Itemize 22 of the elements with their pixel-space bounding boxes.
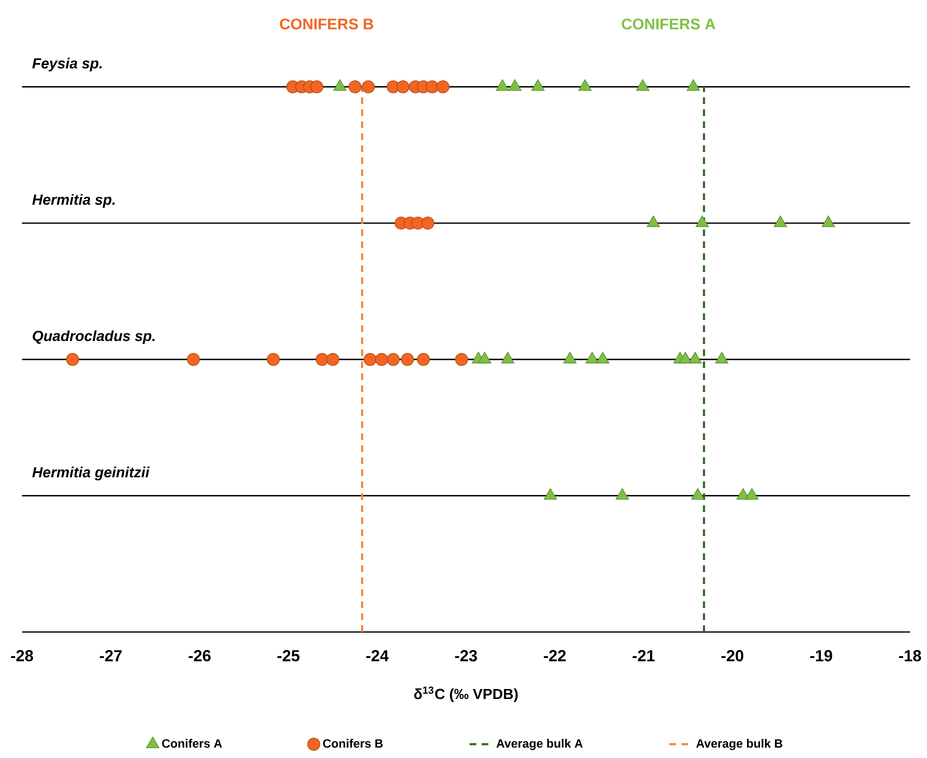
x-tick-label: -18 <box>899 650 922 662</box>
y-tick-label: Quadrocladus sp. <box>32 330 155 344</box>
y-tick-label: Hermitia geinitzii <box>32 466 150 480</box>
x-tick-label: -21 <box>632 650 655 662</box>
legend-label: Average bulk B <box>696 738 782 750</box>
y-tick-label: Feysia sp. <box>32 58 102 72</box>
x-axis-title: δ$^{13}$C (‰ VPDB) <box>414 686 518 702</box>
y-tick-label: Hermitia sp. <box>32 194 115 208</box>
x-tick-label: -20 <box>721 650 744 662</box>
x-tick-label: -19 <box>810 650 832 662</box>
legend-label: Conifers B <box>323 738 383 748</box>
legend-label: Conifers A <box>162 738 222 748</box>
text: CONIFERS A <box>622 18 716 30</box>
text: CONIFERS B <box>280 18 374 30</box>
x-tick-label: -24 <box>366 650 389 662</box>
x-tick-label: -26 <box>188 650 211 662</box>
x-tick-label: -23 <box>455 650 477 662</box>
x-tick-label: -28 <box>11 650 34 662</box>
x-tick-label: -27 <box>100 650 122 662</box>
x-tick-label: -22 <box>544 650 566 662</box>
x-tick-label: -25 <box>277 650 300 662</box>
legend-label: Average bulk A <box>496 738 583 750</box>
